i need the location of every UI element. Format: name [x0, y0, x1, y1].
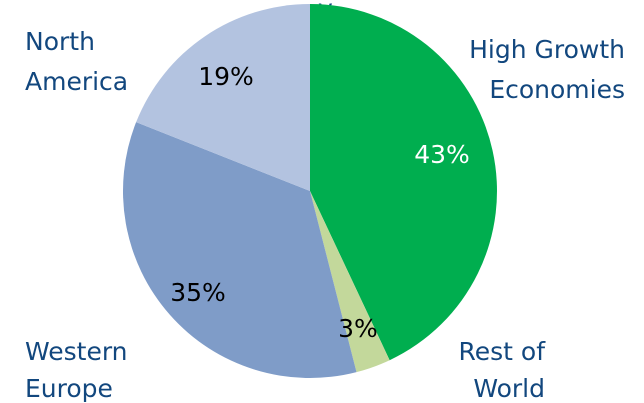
category-labels: High Growth Economies Rest of World Western E… [25, 27, 625, 403]
category-label-north-america: North [25, 27, 95, 56]
pct-label-rest-of-world: 3% [338, 314, 378, 343]
category-label-rest-of-world: World [473, 374, 545, 403]
category-label-rest-of-world: Rest of [459, 337, 547, 366]
category-label-western-europe: Western [25, 337, 128, 366]
category-label-high-growth-economies: Economies [489, 75, 625, 104]
slice-north-america [136, 4, 310, 191]
category-label-north-america: America [25, 67, 128, 96]
category-label-western-europe: Europe [25, 374, 113, 403]
slice-rest-of-world [310, 191, 390, 373]
percentage-labels: 43% 3% 35% 19% [170, 62, 470, 343]
slice-western-europe [122, 122, 357, 379]
pct-label-high-growth-economies: 43% [414, 140, 470, 169]
pct-label-western-europe: 35% [170, 278, 226, 307]
pct-label-north-america: 19% [198, 62, 254, 91]
category-label-high-growth-economies: High Growth [469, 35, 625, 64]
slice-high-growth-economies [310, 4, 497, 361]
pie-slices [122, 4, 497, 379]
